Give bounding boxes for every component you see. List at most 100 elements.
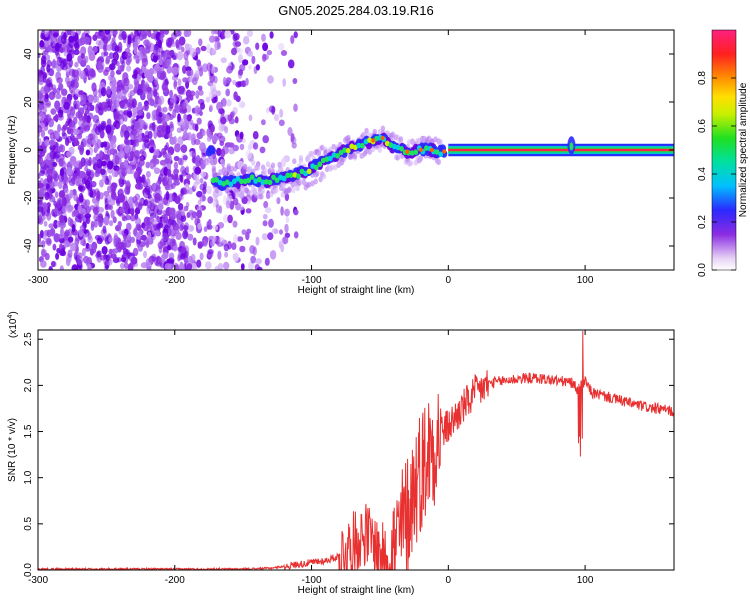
spectrogram-noise-dot — [119, 55, 125, 65]
spectrogram-halo-dot — [323, 149, 328, 156]
spectrogram-noise-dot — [206, 43, 211, 54]
spectrogram-noise-dot — [97, 31, 102, 39]
spectrogram-noise-dot — [118, 228, 123, 235]
spectrogram-y-tick-label: 40 — [23, 48, 34, 60]
snr-y-multiplier: (x104) — [7, 311, 19, 338]
spectrogram-noise-dot — [119, 100, 125, 109]
spectrogram-noise-dot — [169, 207, 176, 216]
spectrogram-noise-dot — [57, 233, 64, 240]
spectrogram-noise-dot — [239, 143, 245, 151]
spectrogram-noise-dot — [55, 252, 60, 260]
spectrogram-noise-dot — [118, 178, 123, 184]
spectrogram-noise-dot — [58, 180, 63, 189]
spectrogram-halo-dot — [331, 143, 336, 150]
spectrogram-noise-dot — [66, 205, 73, 214]
spectrogram-noise-dot — [197, 64, 203, 72]
spectrogram-noise-dot — [158, 58, 164, 66]
spectrogram-noise-dot — [117, 65, 124, 72]
spectrogram-noise-dot — [142, 224, 149, 232]
spectrogram-halo-dot — [211, 165, 217, 172]
spectrogram-halo-dot — [316, 151, 322, 158]
spectrogram-noise-dot — [118, 193, 126, 203]
spectrogram-noise-dot — [38, 125, 43, 133]
spectrogram-noise-dot — [96, 139, 102, 149]
spectrogram-ridge — [205, 125, 674, 202]
spectrogram-noise-dot — [262, 220, 268, 227]
spectrogram-noise-dot — [55, 132, 60, 140]
spectrogram-noise-dot — [138, 176, 145, 183]
spectrogram-noise-dot — [218, 123, 225, 132]
spectrogram-noise-dot — [70, 242, 77, 252]
spectrogram-noise-dot — [241, 59, 249, 66]
spectrogram-noise-dot — [66, 53, 73, 62]
spectrogram-noise-dot — [111, 182, 118, 189]
spectrogram-noise-dot — [173, 161, 179, 170]
spectrogram-hot-dot — [221, 181, 227, 187]
spectrogram-hot-dot — [256, 176, 262, 183]
spectrogram-noise-dot — [167, 170, 171, 177]
spectrogram-noise-dot — [40, 129, 46, 138]
spectrogram-noise-dot — [133, 130, 140, 139]
spectrogram-noise-dot — [58, 46, 64, 53]
spectrogram-noise-dot — [89, 69, 96, 78]
spectrogram-x-tick-label: 100 — [577, 275, 594, 286]
spectrogram-noise-dot — [279, 229, 283, 235]
spectrogram-noise-dot — [127, 264, 134, 270]
spectrogram-noise-dot — [132, 229, 138, 236]
spectrogram-noise-dot — [265, 107, 270, 114]
spectrogram-halo-dot — [295, 185, 300, 192]
spectrogram-noise-dot — [106, 104, 112, 112]
spectrogram-noise-dot — [200, 171, 207, 178]
spectrogram-noise-dot — [130, 117, 136, 126]
spectrogram-halo-dot — [290, 181, 295, 188]
spectrogram-noise-dot — [221, 97, 227, 107]
spectrogram-halo-dot — [413, 159, 418, 166]
spectrogram-noise-dot — [255, 258, 262, 265]
spectrogram-noise-dot — [146, 91, 153, 102]
spectrogram-hot-dot — [335, 153, 340, 159]
spectrogram-halo-dot — [238, 163, 243, 170]
spectrogram-noise-dot — [40, 33, 45, 40]
spectrogram-noise-dot — [180, 188, 184, 197]
spectrogram-hot-dot — [409, 150, 415, 156]
spectrogram-halo-dot — [265, 161, 271, 168]
spectrogram-noise-dot — [238, 69, 244, 76]
spectrogram-halo-dot — [306, 181, 312, 188]
spectrogram-noise-dot — [214, 265, 221, 270]
spectrogram-noise-dot — [136, 30, 142, 37]
spectrogram-noise-dot — [52, 161, 58, 167]
spectrogram-noise-dot — [240, 263, 245, 270]
spectrogram-noise-dot — [133, 171, 139, 180]
spectrogram-halo-dot — [236, 191, 241, 198]
spectrogram-noise-dot — [38, 105, 43, 113]
spectrogram-noise-dot — [138, 183, 144, 190]
spectrogram-noise-dot — [84, 166, 89, 172]
spectrogram-noise-dot — [154, 193, 161, 200]
spectrogram-noise-dot — [165, 125, 171, 135]
spectrogram-noise-dot — [177, 203, 184, 211]
spectrogram-noise-dot — [148, 125, 156, 131]
spectrogram-noise-dot — [176, 213, 182, 220]
spectrogram-noise-dot — [77, 204, 82, 212]
spectrogram-noise-dot — [83, 36, 91, 45]
spectrogram-noise-dot — [134, 36, 141, 45]
spectrogram-peak-dot — [442, 149, 447, 154]
spectrogram-noise-dot — [255, 42, 260, 50]
spectrogram-peak-dot — [405, 149, 410, 154]
spectrogram-noise-dot — [78, 177, 84, 185]
spectrogram-noise-dot — [103, 217, 110, 226]
spectrogram-noise-dot — [180, 144, 188, 153]
spectrogram-noise-dot — [82, 103, 89, 110]
spectrogram-halo-dot — [287, 186, 292, 193]
spectrogram-y-tick-label: -20 — [23, 190, 34, 205]
spectrogram-noise-dot — [147, 231, 152, 240]
spectrogram-noise-dot — [45, 237, 52, 245]
spectrogram-noise-dot — [134, 138, 140, 147]
spectrogram-noise-dot — [100, 101, 108, 111]
spectrogram-noise-dot — [212, 235, 217, 242]
spectrogram-noise-dot — [70, 133, 75, 142]
snr-x-tick-label: 100 — [577, 575, 594, 586]
spectrogram-noise-dot — [176, 30, 182, 37]
spectrogram-noise-dot — [74, 80, 79, 89]
spectrogram-noise-dot — [69, 120, 76, 128]
